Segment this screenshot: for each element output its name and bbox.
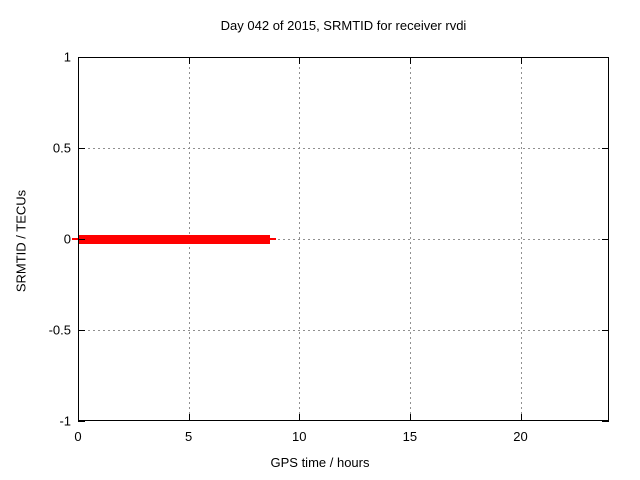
grid-line-horizontal bbox=[78, 330, 609, 331]
x-tick-mark bbox=[409, 414, 411, 421]
y-tick-mark bbox=[602, 330, 609, 331]
x-tick-label: 10 bbox=[292, 429, 307, 444]
grid-line-horizontal bbox=[78, 148, 609, 149]
y-tick-mark bbox=[602, 421, 609, 422]
y-tick-mark bbox=[602, 148, 609, 149]
x-tick-mark bbox=[520, 57, 522, 64]
y-tick-label: 0 bbox=[63, 231, 71, 247]
y-tick-label: 0.5 bbox=[52, 140, 71, 156]
series-srmtid-line bbox=[78, 234, 271, 244]
x-tick-mark bbox=[409, 57, 411, 64]
x-tick-mark bbox=[78, 414, 79, 421]
x-tick-label: 5 bbox=[185, 429, 193, 444]
x-tick-label: 0 bbox=[74, 429, 82, 444]
x-tick-mark bbox=[188, 57, 190, 64]
y-tick-mark bbox=[78, 148, 85, 149]
y-tick-mark bbox=[602, 239, 609, 240]
x-tick-mark bbox=[299, 414, 301, 421]
plot-area bbox=[72, 57, 609, 422]
x-tick-mark bbox=[299, 57, 301, 64]
y-tick-mark bbox=[78, 57, 85, 58]
x-tick-mark bbox=[188, 414, 190, 421]
y-tick-label: -1 bbox=[59, 413, 71, 429]
chart-title: Day 042 of 2015, SRMTID for receiver rvd… bbox=[220, 18, 467, 33]
y-tick-label: -0.5 bbox=[48, 322, 71, 338]
y-tick-mark bbox=[78, 330, 85, 331]
y-tick-mark bbox=[602, 57, 609, 58]
y-tick-mark bbox=[78, 421, 85, 422]
x-tick-mark bbox=[78, 57, 79, 64]
y-tick-mark bbox=[78, 239, 85, 240]
x-axis-label: GPS time / hours bbox=[270, 455, 370, 470]
x-tick-label: 15 bbox=[402, 429, 418, 444]
grid-line-horizontal bbox=[78, 239, 609, 240]
y-tick-label: 1 bbox=[63, 49, 71, 65]
x-tick-label: 20 bbox=[513, 429, 528, 444]
x-tick-mark bbox=[520, 414, 522, 421]
